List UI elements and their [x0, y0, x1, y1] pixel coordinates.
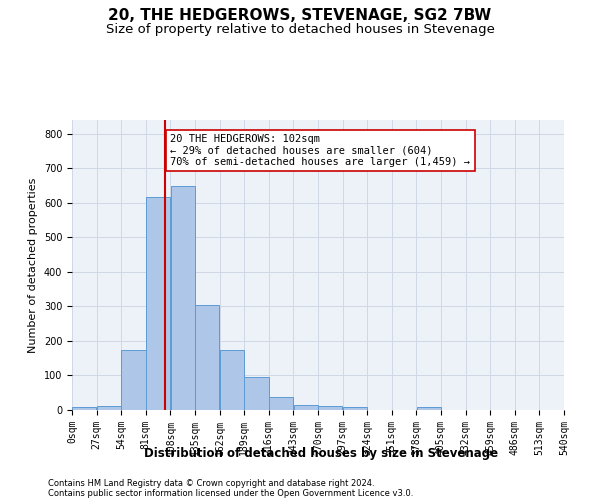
Bar	[269, 397, 293, 410]
Bar	[121, 350, 146, 410]
Text: Size of property relative to detached houses in Stevenage: Size of property relative to detached ho…	[106, 22, 494, 36]
Bar	[195, 304, 220, 410]
Bar	[72, 407, 97, 410]
Bar	[244, 376, 269, 410]
Text: Distribution of detached houses by size in Stevenage: Distribution of detached houses by size …	[144, 448, 498, 460]
Bar	[343, 406, 367, 410]
Bar	[293, 405, 318, 410]
Bar	[146, 196, 170, 410]
Y-axis label: Number of detached properties: Number of detached properties	[28, 178, 38, 352]
Bar	[318, 406, 343, 410]
Bar	[416, 407, 441, 410]
Text: Contains public sector information licensed under the Open Government Licence v3: Contains public sector information licen…	[48, 488, 413, 498]
Bar	[97, 406, 121, 410]
Text: 20, THE HEDGEROWS, STEVENAGE, SG2 7BW: 20, THE HEDGEROWS, STEVENAGE, SG2 7BW	[109, 8, 491, 22]
Bar	[170, 186, 195, 410]
Text: 20 THE HEDGEROWS: 102sqm
← 29% of detached houses are smaller (604)
70% of semi-: 20 THE HEDGEROWS: 102sqm ← 29% of detach…	[170, 134, 470, 167]
Text: Contains HM Land Registry data © Crown copyright and database right 2024.: Contains HM Land Registry data © Crown c…	[48, 478, 374, 488]
Bar	[220, 350, 244, 410]
